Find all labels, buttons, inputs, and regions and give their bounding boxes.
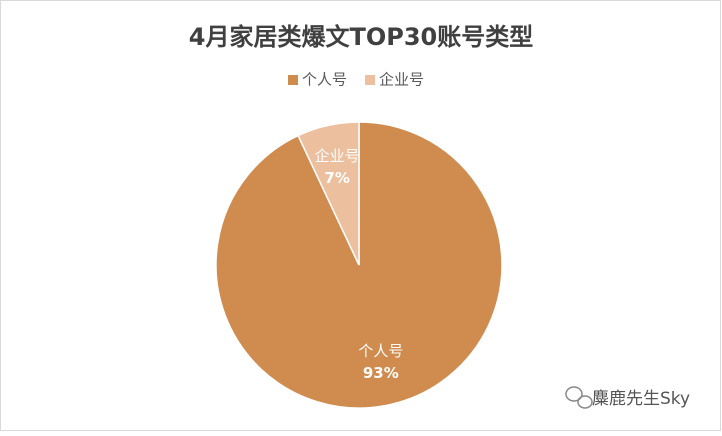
pie-slice: [297, 121, 360, 266]
legend-label: 个人号: [302, 71, 347, 89]
data-label-value: 7%: [324, 169, 349, 187]
data-label-name: 个人号: [358, 342, 403, 360]
legend-swatch: [365, 75, 376, 85]
legend-swatch: [288, 75, 298, 85]
watermark-icon: [565, 386, 593, 409]
watermark: 麋鹿先生Sky: [592, 388, 690, 409]
legend-label: 企业号: [379, 71, 424, 89]
data-label-name: 企业号: [315, 147, 360, 165]
chart-title: 4月家居类爆文TOP30账号类型: [189, 23, 533, 51]
data-label-value: 93%: [363, 364, 399, 382]
